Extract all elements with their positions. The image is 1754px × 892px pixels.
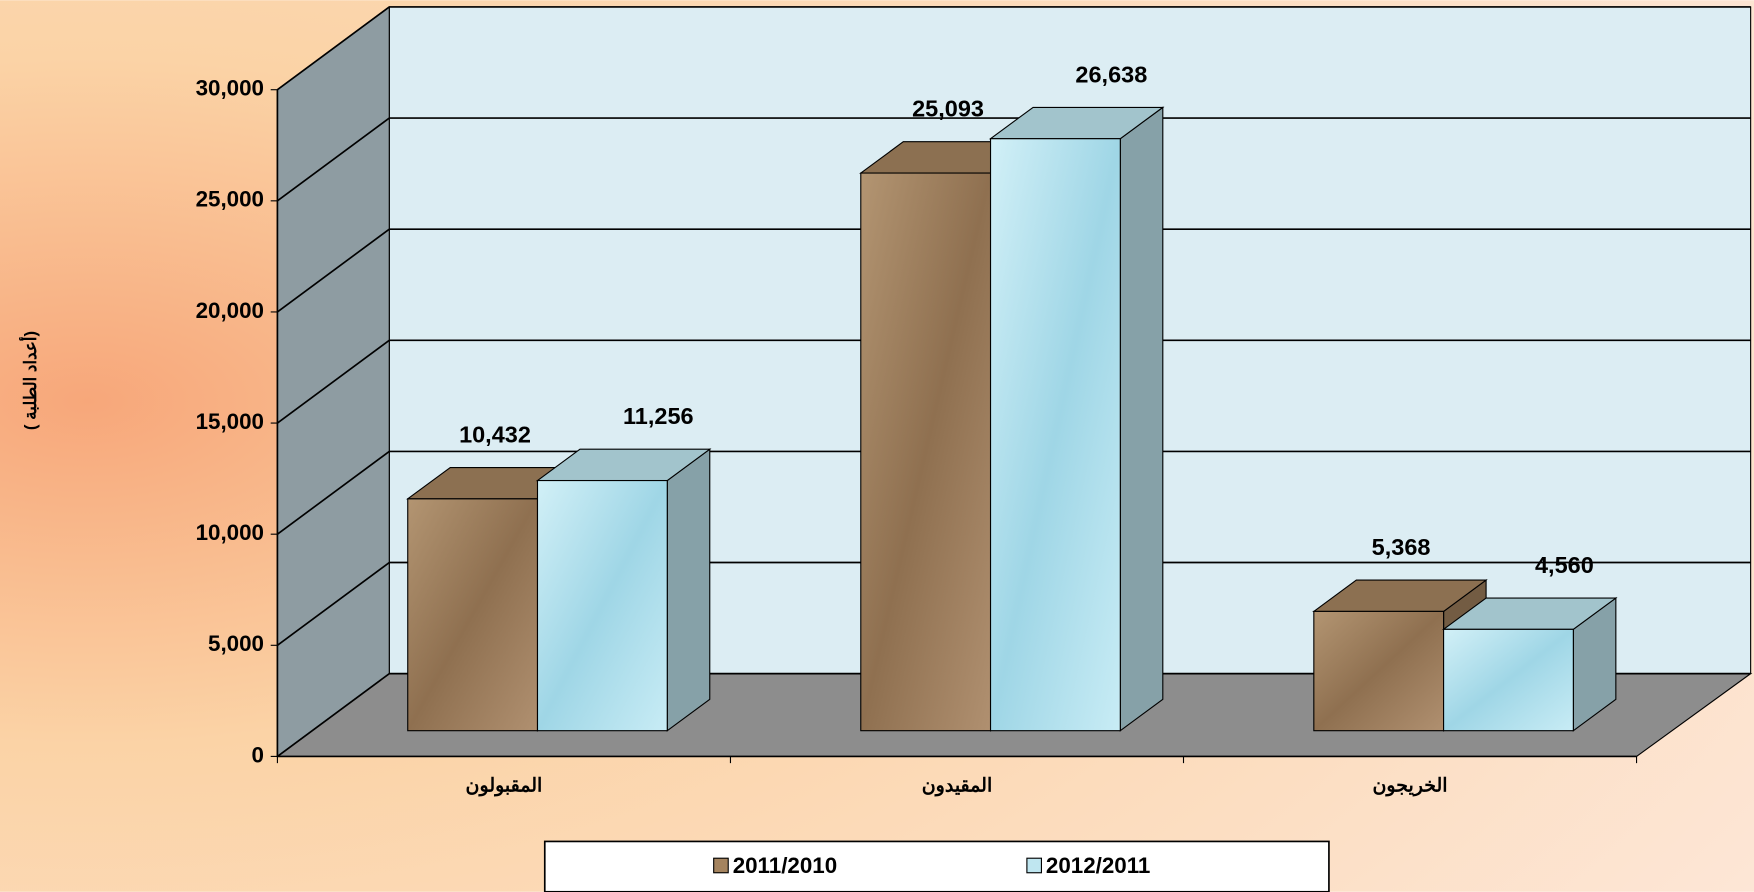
bar-side	[1119, 106, 1164, 732]
y-axis-label: ( أعداد الطلبة)	[18, 331, 40, 430]
grid-line	[276, 672, 390, 758]
y-tick-label: 15,000	[196, 409, 264, 434]
grid-line	[276, 339, 390, 424]
grid-line	[276, 561, 390, 646]
bar	[860, 172, 992, 732]
y-tick-label: 10,000	[196, 520, 264, 545]
value-label: 26,638	[1075, 61, 1147, 87]
grid-line	[276, 117, 390, 202]
bar	[989, 138, 1121, 732]
y-tick-label: 20,000	[196, 298, 264, 323]
bar	[407, 498, 539, 732]
value-label: 10,432	[459, 421, 531, 447]
y-tick-label: 30,000	[196, 76, 264, 101]
y-tick-label: 0	[252, 742, 264, 767]
y-tick-label: 5,000	[208, 631, 264, 656]
bar	[536, 479, 668, 732]
grid-line	[276, 450, 390, 535]
x-tick-label: الخريجون	[1372, 776, 1447, 797]
legend-label: 2012/2011	[1046, 853, 1150, 878]
value-label: 5,368	[1372, 534, 1431, 560]
value-label: 25,093	[912, 96, 984, 122]
bar	[1313, 610, 1445, 732]
grid-line	[276, 6, 390, 91]
bar-side	[666, 448, 711, 732]
legend-swatch	[1026, 857, 1042, 874]
legend-swatch	[713, 857, 729, 874]
grid-line	[276, 228, 390, 313]
value-label: 11,256	[623, 403, 694, 429]
bar	[1443, 628, 1574, 732]
value-label: 4,560	[1535, 552, 1594, 578]
y-tick-label: 25,000	[196, 187, 264, 212]
x-tick-label: المقيدون	[922, 776, 993, 797]
x-tick-label: المقبولون	[466, 776, 543, 797]
legend	[543, 840, 1330, 892]
legend-label: 2011/2010	[733, 853, 837, 878]
